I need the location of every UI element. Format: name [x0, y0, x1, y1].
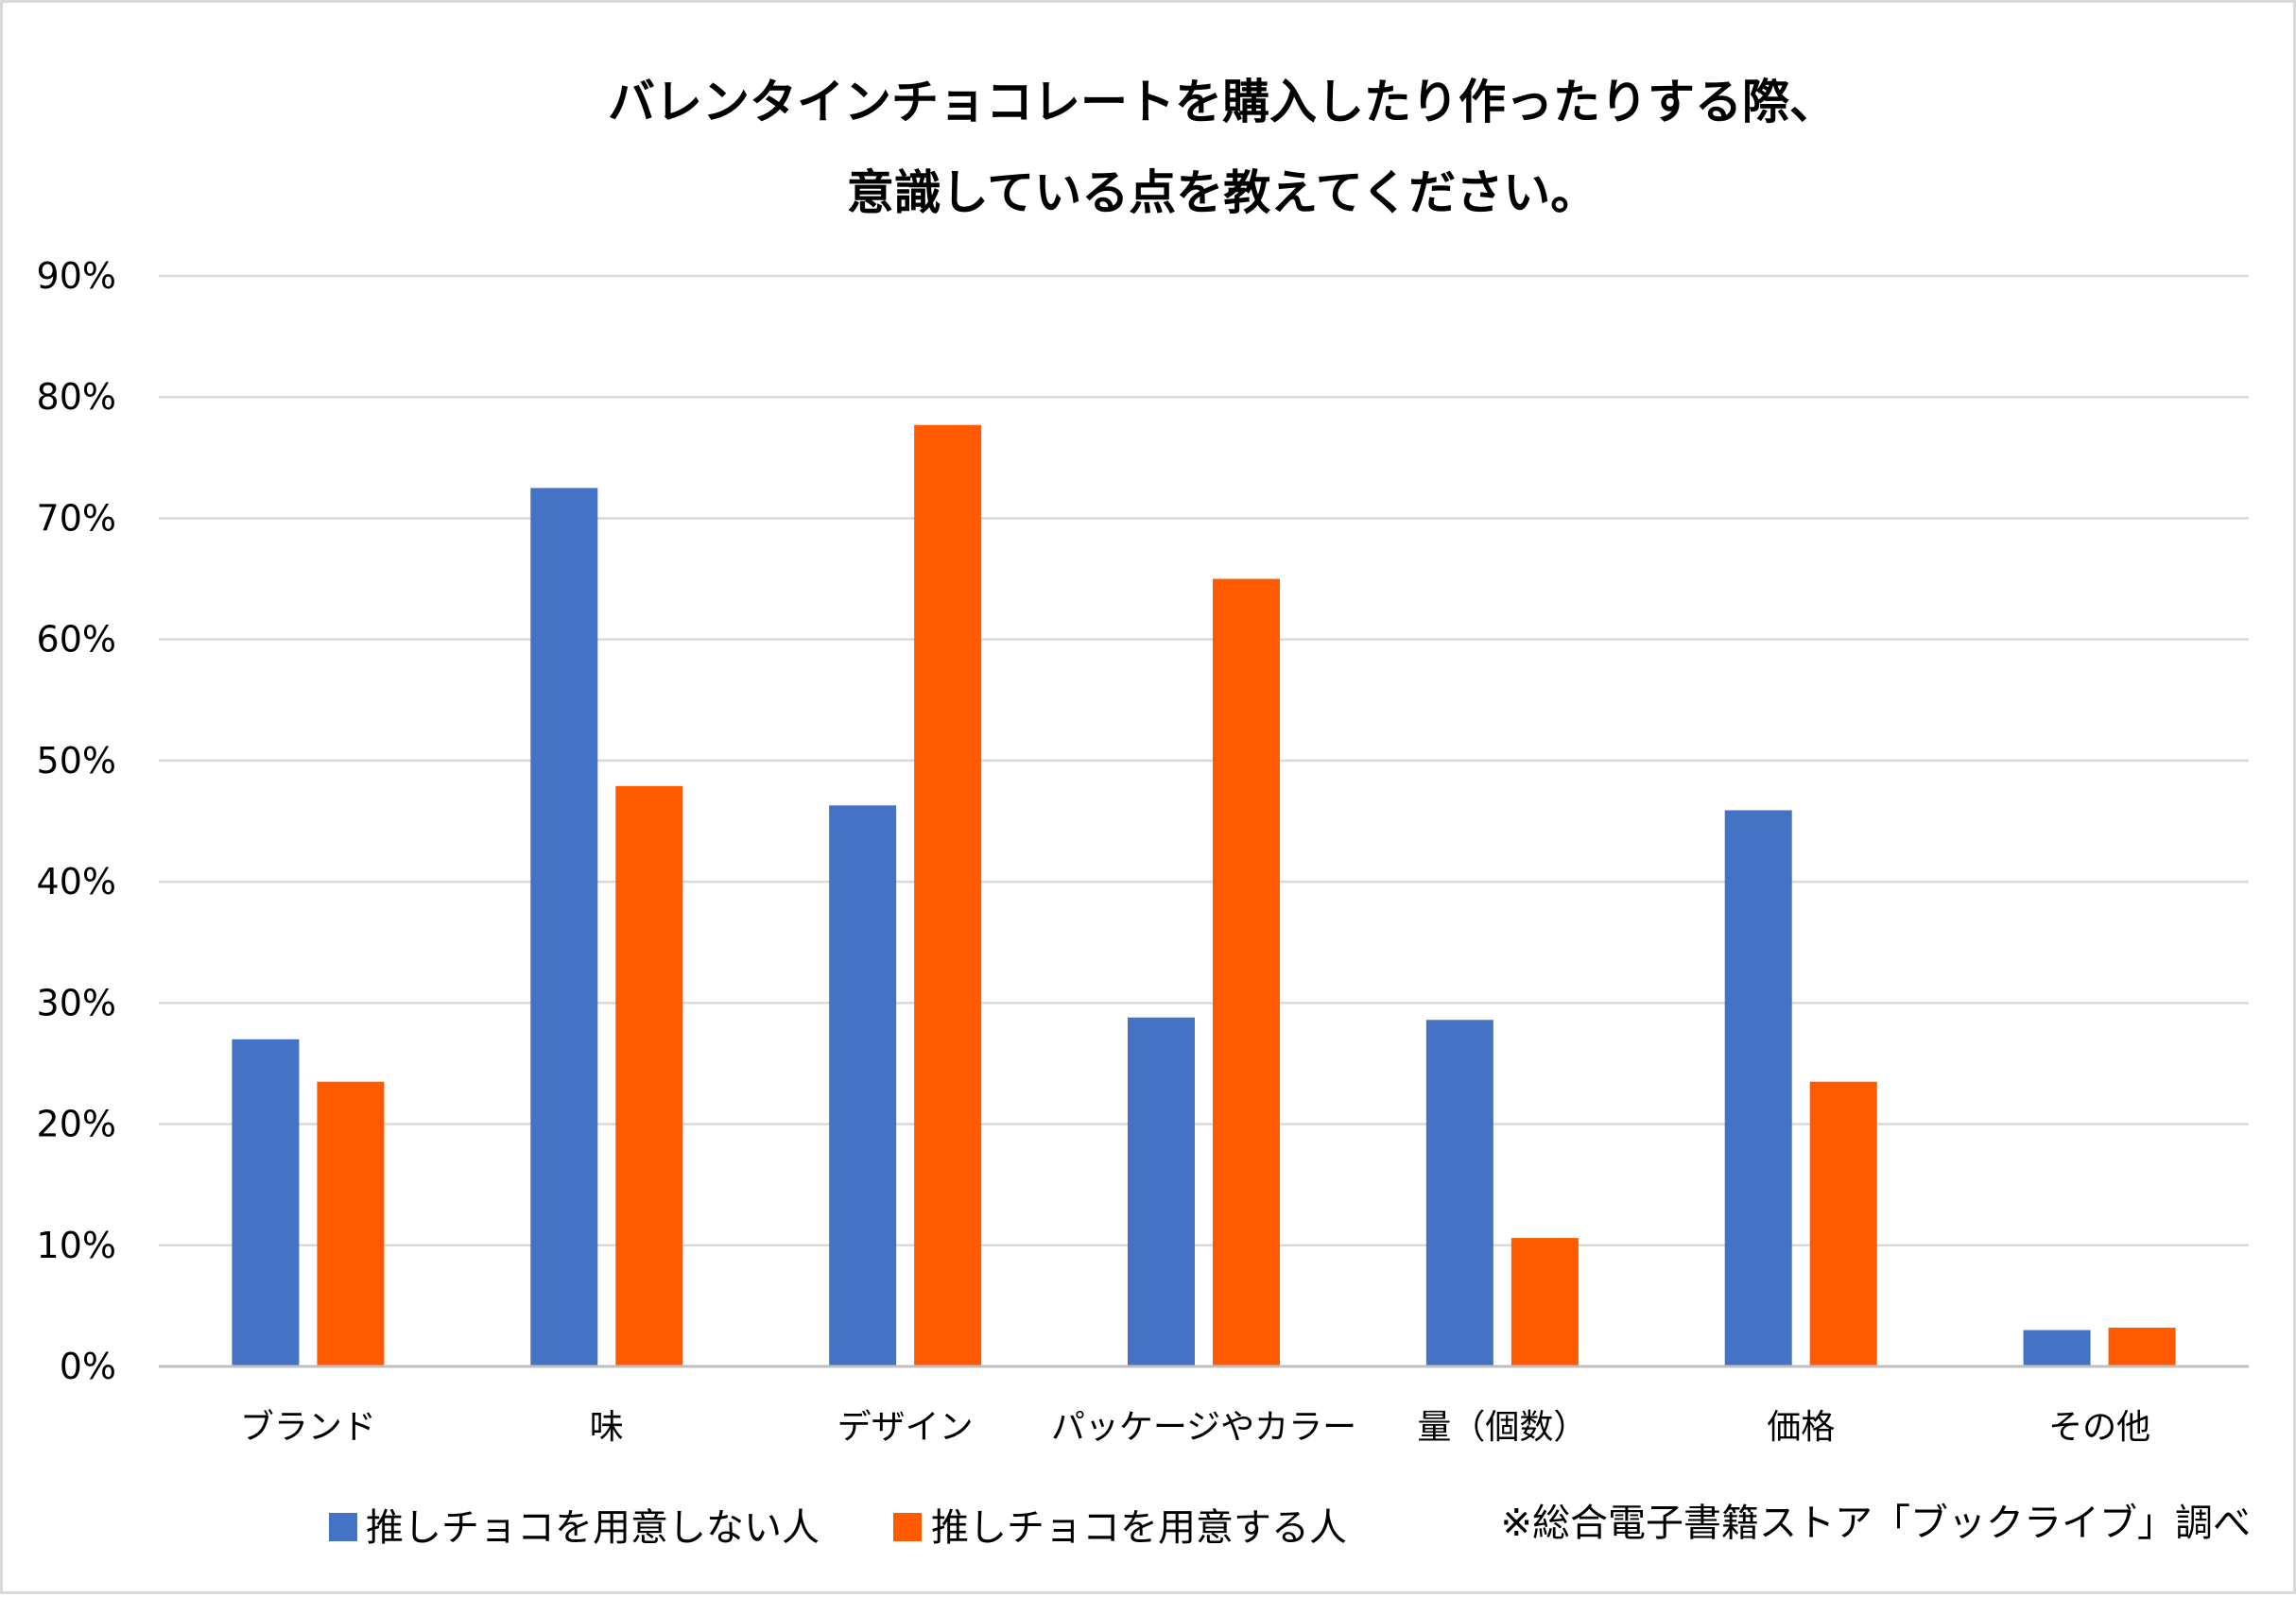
- bars: [232, 424, 2176, 1366]
- bar-no-oshi-2: [829, 805, 897, 1366]
- x-tick-label: 量（個数）: [1417, 1408, 1587, 1447]
- y-tick-label: 30%: [37, 982, 116, 1023]
- x-tick-label: ブランド: [240, 1408, 376, 1447]
- chart-title-line-1: バレンタインチョコレートを購入したり作ったりする際、: [608, 75, 1837, 129]
- legend-swatch-no-oshi: [329, 1513, 357, 1541]
- bar-no-oshi-0: [232, 1039, 300, 1366]
- y-tick-label: 20%: [37, 1104, 116, 1145]
- chart-title-line-2: 意識している点を教えてください。: [847, 165, 1598, 220]
- x-axis-categories: ブランド 味 デザイン パッケージやカラー 量（個数） 価格 その他: [240, 1408, 2150, 1447]
- legend-swatch-oshi: [893, 1513, 922, 1541]
- y-tick-label: 60%: [37, 619, 116, 661]
- bar-no-oshi-5: [1724, 810, 1792, 1366]
- bar-no-oshi-6: [2023, 1330, 2091, 1366]
- y-tick-label: 70%: [37, 497, 116, 539]
- y-tick-label: 50%: [37, 740, 116, 781]
- legend-label-no-oshi: 推しチョコを用意しない人: [366, 1506, 820, 1550]
- gridlines: [159, 274, 2249, 1247]
- y-axis-ticks: 0% 10% 20% 30% 40% 50% 60% 70% 80% 90%: [37, 255, 116, 1387]
- x-tick-label: デザイン: [837, 1408, 974, 1447]
- legend-label-oshi: 推しチョコを用意する人: [931, 1506, 1347, 1550]
- y-tick-label: 40%: [37, 861, 116, 902]
- y-tick-label: 10%: [37, 1225, 116, 1266]
- bar-oshi-5: [1809, 1081, 1877, 1366]
- bar-oshi-0: [317, 1081, 385, 1366]
- bar-oshi-1: [615, 785, 683, 1366]
- y-tick-label: 90%: [37, 255, 116, 297]
- source-note: ※総合電子書籍ストア「ブックライブ」調べ: [1500, 1502, 2251, 1545]
- bar-oshi-3: [1213, 578, 1280, 1366]
- bar-oshi-2: [914, 424, 982, 1366]
- x-tick-label: その他: [2048, 1408, 2150, 1447]
- x-tick-label: 味: [590, 1408, 624, 1447]
- bar-oshi-4: [1511, 1238, 1579, 1366]
- x-tick-label: パッケージやカラー: [1051, 1408, 1356, 1447]
- bar-no-oshi-4: [1425, 1020, 1493, 1366]
- y-tick-label: 0%: [60, 1346, 116, 1387]
- bar-chart: バレンタインチョコレートを購入したり作ったりする際、 意識している点を教えてくだ…: [37, 75, 2251, 1550]
- bar-oshi-6: [2108, 1327, 2176, 1366]
- x-tick-label: 価格: [1767, 1408, 1835, 1447]
- bar-no-oshi-3: [1128, 1017, 1195, 1366]
- legend: 推しチョコを用意しない人 推しチョコを用意する人: [329, 1506, 1347, 1550]
- y-tick-label: 80%: [37, 376, 116, 418]
- bar-no-oshi-1: [530, 488, 598, 1366]
